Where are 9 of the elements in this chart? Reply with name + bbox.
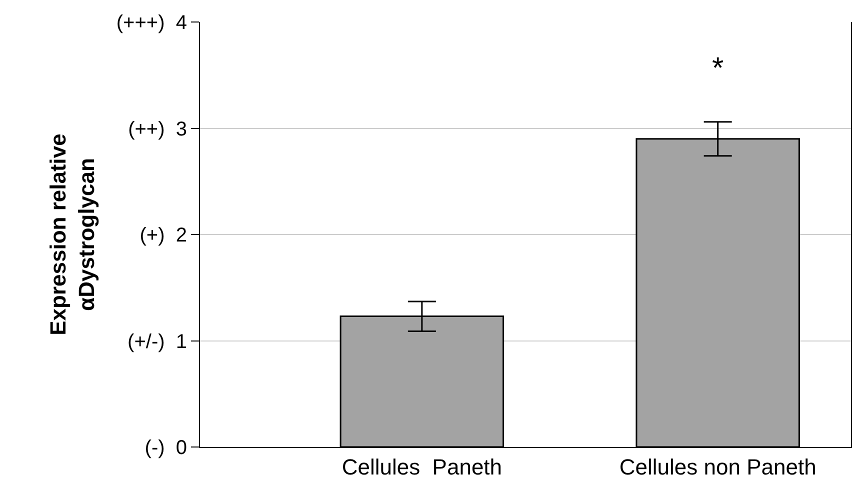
annotation: * (712, 52, 724, 85)
y-tick-label: (+/-) 1 (128, 330, 187, 353)
x-tick-label: Cellules Paneth (342, 454, 502, 480)
y-tick-label: (+) 2 (140, 224, 187, 246)
y-tick-label: (-) 0 (144, 437, 187, 459)
y-tick-label: (+++) 4 (116, 12, 187, 34)
y-axis-title: Expression relative αDystroglycan (46, 134, 100, 336)
x-tick-label: Cellules non Paneth (619, 454, 816, 480)
y-tick-label: (++) 3 (128, 118, 187, 140)
